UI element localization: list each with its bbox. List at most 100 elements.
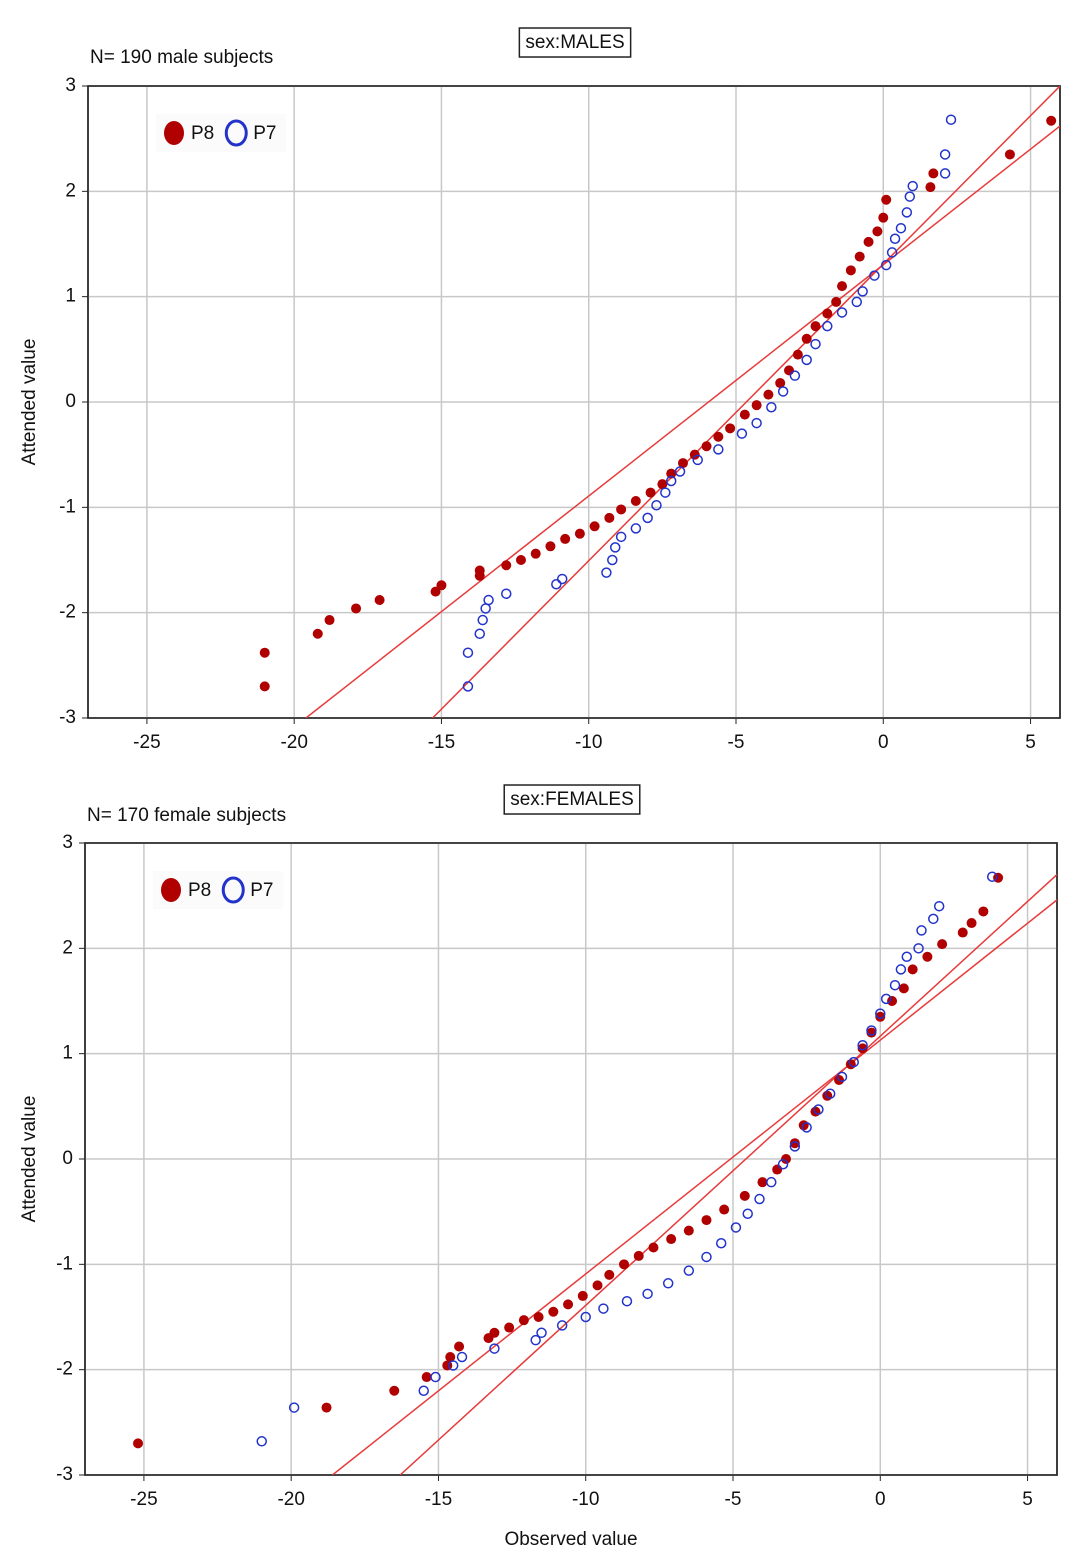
data-point [483, 594, 494, 606]
data-point [754, 1193, 765, 1205]
data-point [1046, 115, 1057, 126]
data-point [530, 548, 541, 559]
data-point [937, 939, 948, 950]
data-point [907, 180, 918, 192]
data-point [577, 1290, 588, 1301]
data-point [462, 681, 474, 692]
x-tick-label: -20 [280, 732, 307, 753]
data-point [556, 1320, 568, 1331]
data-point [563, 1299, 574, 1310]
x-tick-label: -5 [725, 1489, 742, 1510]
data-point [957, 927, 968, 938]
data-point [633, 1250, 644, 1261]
data-point [945, 114, 957, 125]
data-point [801, 354, 812, 366]
data-point [739, 1190, 750, 1201]
data-point [489, 1343, 500, 1354]
data-point [837, 281, 848, 292]
data-point [875, 1011, 886, 1022]
data-point [551, 578, 562, 590]
x-tick-label: -10 [572, 1489, 599, 1510]
data-point [810, 321, 821, 332]
data-point [515, 555, 526, 565]
data-point [536, 1327, 547, 1339]
data-point [418, 1385, 429, 1396]
data-point [715, 1238, 727, 1249]
chart-title: sex:MALES [525, 32, 624, 53]
data-point [742, 1208, 753, 1220]
data-point [545, 541, 556, 552]
data-point [447, 1360, 459, 1371]
plot-border [84, 842, 1058, 1476]
legend-label: P7 [253, 123, 276, 144]
data-point [607, 554, 618, 566]
data-point [875, 1008, 886, 1019]
title-box [503, 784, 641, 815]
data-point [869, 270, 880, 281]
x-tick-label: -10 [575, 732, 602, 753]
data-point [822, 320, 833, 332]
data-point [660, 487, 671, 498]
data-point [831, 296, 842, 307]
y-tick-label: 3 [65, 75, 76, 96]
legend-marker [164, 121, 184, 145]
data-point [857, 1039, 868, 1051]
data-point [651, 499, 662, 511]
data-point [256, 1436, 267, 1447]
data-point [925, 182, 936, 193]
data-point [854, 251, 865, 262]
data-point [548, 1306, 559, 1317]
fit-line [305, 125, 1060, 718]
data-point [966, 918, 977, 929]
plot-border [87, 85, 1061, 719]
data-point [880, 259, 892, 271]
data-point [763, 389, 774, 400]
data-point [321, 1402, 332, 1413]
data-point [766, 402, 777, 413]
data-point [866, 1025, 877, 1036]
data-point [881, 194, 892, 205]
data-point [939, 168, 951, 179]
data-point [857, 286, 868, 297]
data-point [592, 1280, 603, 1291]
data-point [757, 1177, 768, 1188]
data-point [901, 951, 913, 963]
data-point [810, 338, 821, 350]
data-point [518, 1315, 529, 1326]
data-point [454, 1341, 465, 1352]
data-point [730, 1222, 742, 1233]
fit-line [432, 86, 1060, 718]
data-point [836, 1071, 848, 1083]
data-point [913, 943, 924, 954]
legend: P8 P7 [153, 871, 283, 909]
y-axis-label: Attended value [19, 1096, 40, 1223]
data-point [642, 512, 653, 524]
data-point [781, 1154, 792, 1164]
legend-marker [221, 876, 245, 904]
x-tick-label: 0 [878, 732, 889, 753]
y-tick-label: 0 [65, 391, 76, 412]
data-point [845, 1059, 856, 1070]
data-point [701, 1215, 712, 1226]
data-point [312, 628, 323, 639]
data-point [789, 1141, 801, 1152]
data-point [933, 900, 945, 912]
data-point [939, 149, 951, 160]
data-point [430, 1371, 441, 1383]
data-point [895, 964, 907, 975]
data-point [430, 586, 441, 597]
data-point [645, 487, 656, 498]
data-point [878, 212, 889, 223]
data-point [886, 247, 898, 258]
data-point [574, 528, 585, 539]
data-point [701, 1251, 712, 1263]
fit-line [331, 899, 1057, 1475]
data-point [598, 1303, 609, 1314]
data-point [666, 1234, 677, 1245]
data-point [978, 906, 989, 917]
data-point [928, 913, 939, 925]
x-tick-label: -20 [277, 1489, 304, 1510]
data-point [777, 386, 789, 397]
data-point [662, 1278, 674, 1289]
data-point [801, 333, 812, 344]
